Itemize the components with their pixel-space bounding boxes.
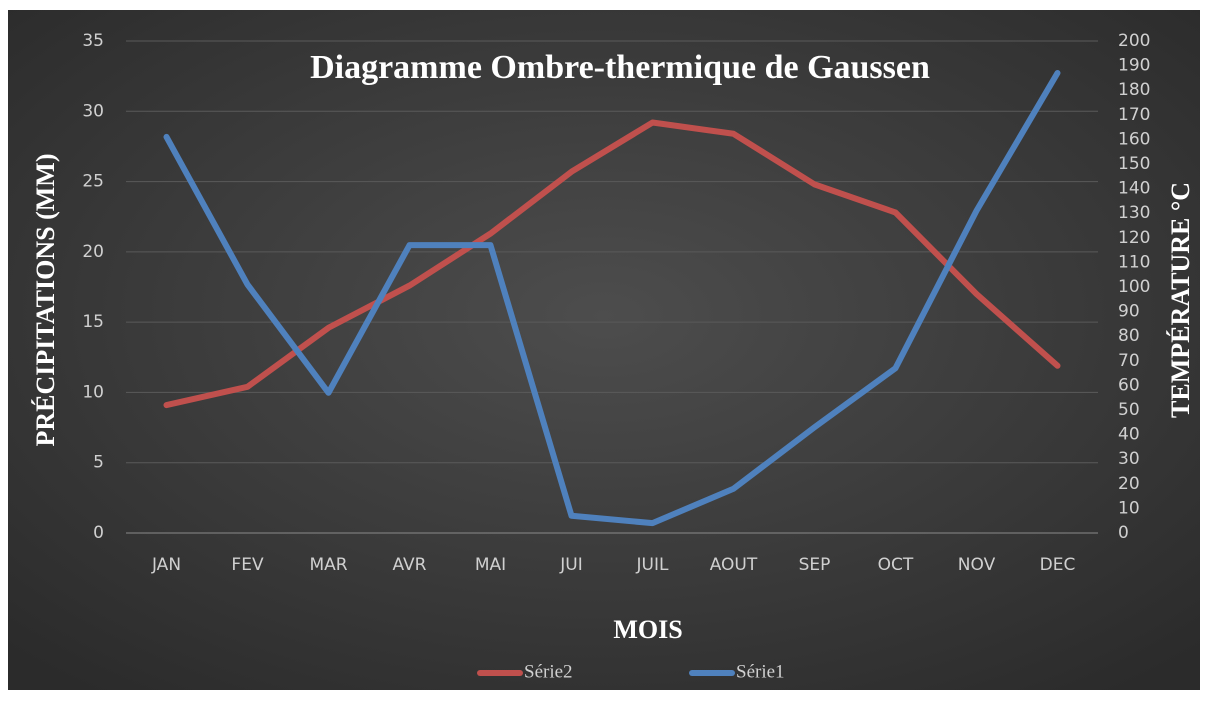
legend-label: Série1 [736, 661, 785, 682]
chart-title: Diagramme Ombre-thermique de Gaussen [310, 49, 930, 86]
y2-tick-label: 80 [1118, 326, 1140, 346]
y2-tick-label: 60 [1118, 375, 1140, 395]
x-tick-label: SEP [799, 555, 831, 575]
x-tick-label: JUI [559, 555, 582, 575]
y2-tick-label: 0 [1118, 523, 1129, 543]
y2-axis-title: TEMPÉRATURE °C [1166, 182, 1195, 418]
y2-tick-label: 170 [1118, 105, 1150, 125]
y2-tick-label: 180 [1118, 80, 1150, 100]
y2-tick-label: 100 [1118, 277, 1150, 297]
y2-tick-label: 110 [1118, 252, 1150, 272]
y-axis-title: PRÉCIPITATIONS (MM) [31, 154, 60, 447]
y-tick-label: 5 [93, 453, 104, 473]
y-tick-label: 30 [82, 101, 104, 121]
y2-tick-label: 150 [1118, 154, 1150, 174]
y2-tick-label: 200 [1118, 31, 1150, 51]
y2-tick-label: 160 [1118, 129, 1150, 149]
y2-tick-label: 50 [1118, 400, 1140, 420]
y2-tick-label: 130 [1118, 203, 1150, 223]
y2-tick-label: 70 [1118, 351, 1140, 371]
y-tick-label: 0 [93, 523, 104, 543]
x-tick-label: AVR [393, 555, 427, 575]
x-tick-label: FEV [231, 555, 264, 575]
y-tick-label: 10 [82, 382, 104, 402]
x-tick-label: MAR [309, 555, 347, 575]
x-tick-label: MAI [475, 555, 506, 575]
x-tick-label: JUIL [636, 555, 669, 575]
y-tick-label: 20 [82, 242, 104, 262]
x-tick-label: OCT [878, 555, 914, 575]
y2-tick-label: 140 [1118, 179, 1150, 199]
series-line [163, 69, 1061, 527]
series-line [163, 119, 1061, 409]
legend-label: Série2 [524, 661, 573, 682]
x-tick-label: NOV [958, 555, 996, 575]
y2-tick-label: 20 [1118, 474, 1140, 494]
y-tick-label: 15 [82, 312, 104, 332]
y2-tick-label: 10 [1118, 498, 1140, 518]
x-tick-label: AOUT [710, 555, 758, 575]
y2-tick-label: 120 [1118, 228, 1150, 248]
x-axis-title: MOIS [613, 615, 682, 644]
y2-tick-label: 40 [1118, 425, 1140, 445]
y-tick-label: 35 [82, 31, 104, 51]
y2-tick-label: 90 [1118, 302, 1140, 322]
y-tick-label: 25 [82, 172, 104, 192]
chart-background [8, 10, 1200, 690]
x-tick-label: JAN [151, 555, 181, 575]
x-tick-label: DEC [1040, 555, 1076, 575]
y2-tick-label: 190 [1118, 56, 1150, 76]
y2-tick-label: 30 [1118, 449, 1140, 469]
